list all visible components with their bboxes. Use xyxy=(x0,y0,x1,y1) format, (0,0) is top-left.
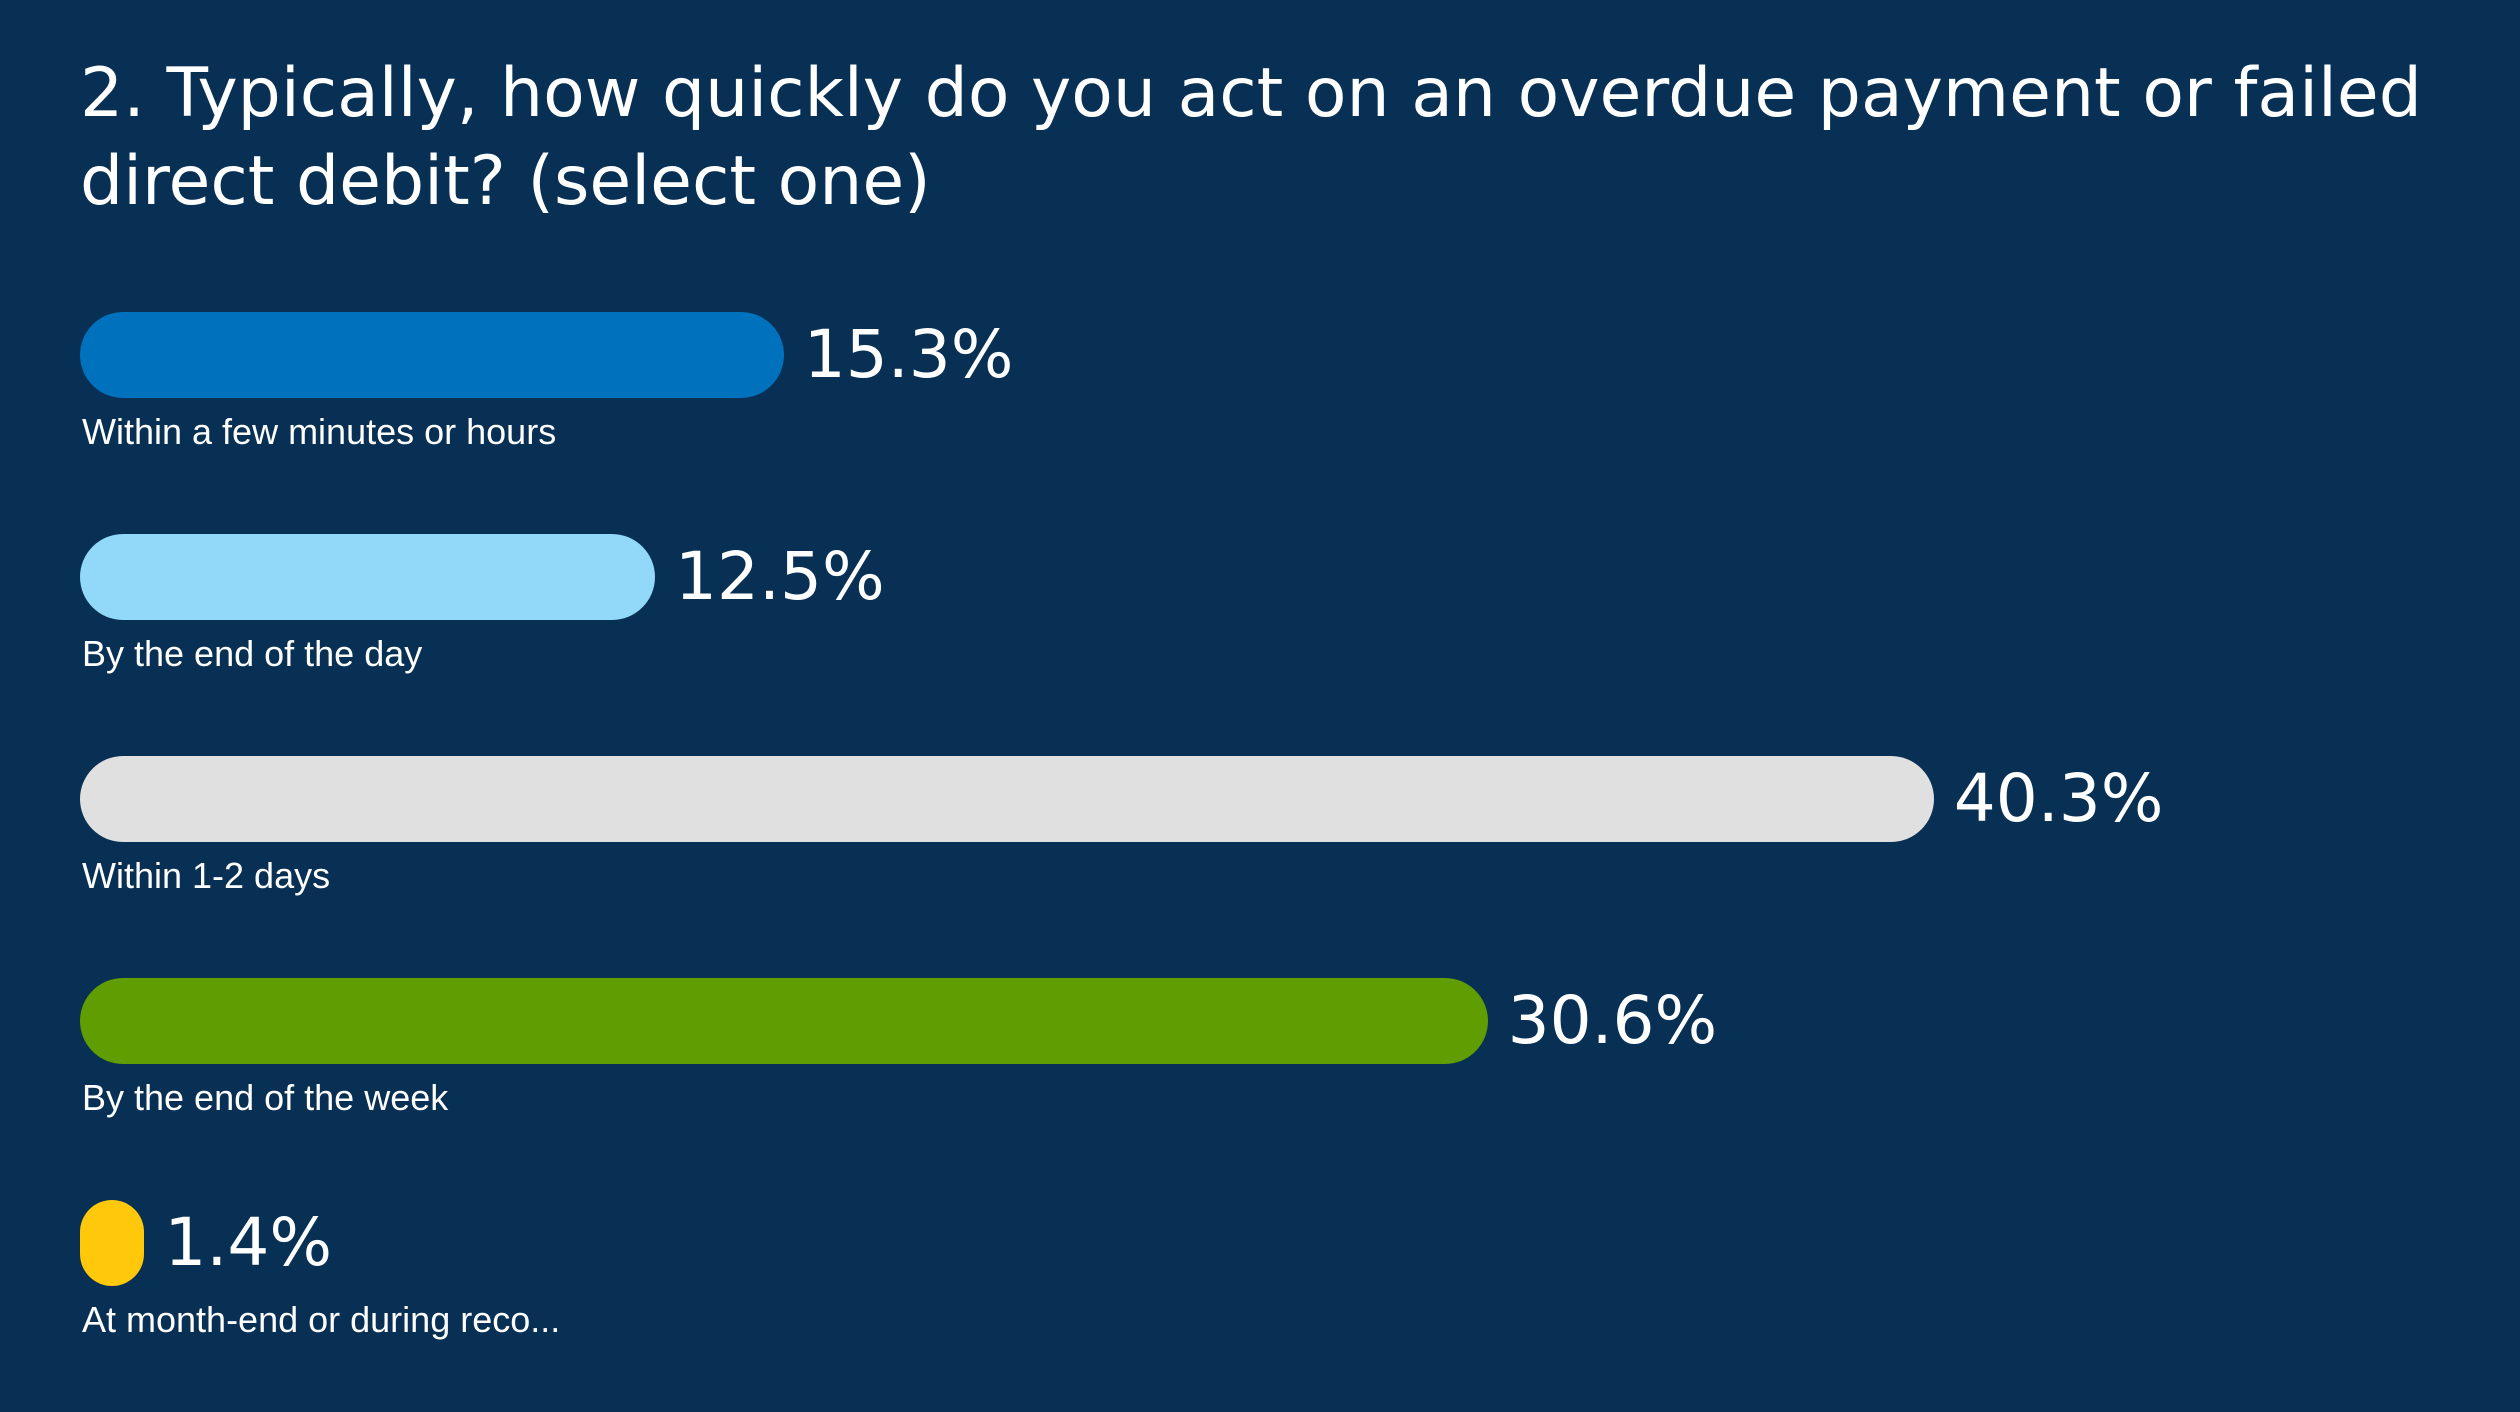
bar-row: 12.5% By the end of the day xyxy=(80,534,2480,734)
bar-value-label: 15.3% xyxy=(803,316,1014,393)
category-label: At month-end or during reco... xyxy=(82,1299,561,1340)
bar-value-label: 12.5% xyxy=(675,538,885,615)
bar-value-label: 30.6% xyxy=(1507,982,1718,1059)
bar-row: 1.4% At month-end or during reco... xyxy=(80,1200,2480,1400)
bar xyxy=(80,534,655,620)
bar xyxy=(80,312,784,398)
bar-row: 15.3% Within a few minutes or hours xyxy=(80,312,2480,512)
category-label: Within 1-2 days xyxy=(82,855,331,896)
bar-row: 40.3% Within 1-2 days xyxy=(80,756,2480,956)
bar-row: 30.6% By the end of the week xyxy=(80,978,2480,1178)
category-label: Within a few minutes or hours xyxy=(82,411,557,452)
bar-value-label: 1.4% xyxy=(164,1204,333,1281)
category-label: By the end of the week xyxy=(82,1077,449,1118)
bar xyxy=(80,1200,145,1286)
bar xyxy=(80,978,1488,1064)
bar-value-label: 40.3% xyxy=(1953,760,2164,837)
chart-title: 2. Typically, how quickly do you act on … xyxy=(80,54,2422,221)
bar xyxy=(80,756,1934,842)
category-label: By the end of the day xyxy=(82,633,423,674)
